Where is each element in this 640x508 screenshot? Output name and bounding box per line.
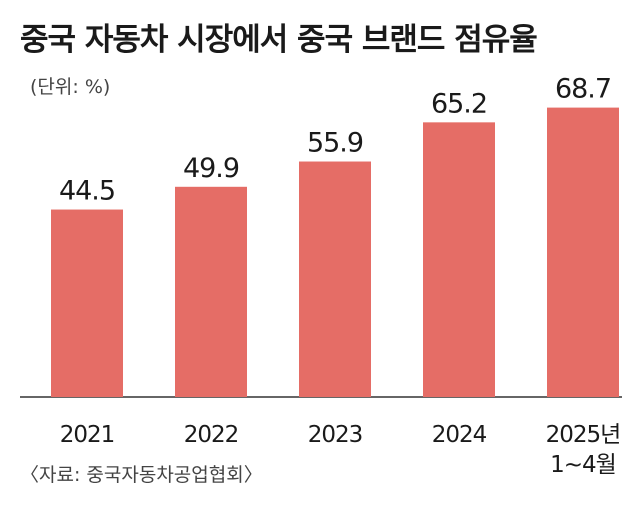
category-label-1: 2022 [184,422,239,448]
bar-0 [51,209,123,397]
chart-title: 중국 자동차 시장에서 중국 브랜드 점유율 [20,22,538,58]
unit-note: (단위: %) [30,76,111,98]
bar-1 [175,186,247,397]
source-note: 〈자료: 중국자동차공업협회〉 [20,464,263,486]
value-label-2: 55.9 [307,128,363,159]
category-label-0: 2021 [60,422,115,448]
category-label-4-line-0: 2025년 [546,422,621,448]
value-label-3: 65.2 [431,88,487,119]
value-label-0: 44.5 [59,176,115,207]
category-label-3: 2024 [432,422,487,448]
value-label-4: 68.7 [555,74,611,105]
value-label-1: 49.9 [183,153,239,184]
bar-4 [547,107,619,397]
category-label-2: 2023 [308,422,363,448]
category-label-4-line-1: 1~4월 [550,452,616,478]
bar-2 [299,161,371,397]
bar-3 [423,122,495,397]
